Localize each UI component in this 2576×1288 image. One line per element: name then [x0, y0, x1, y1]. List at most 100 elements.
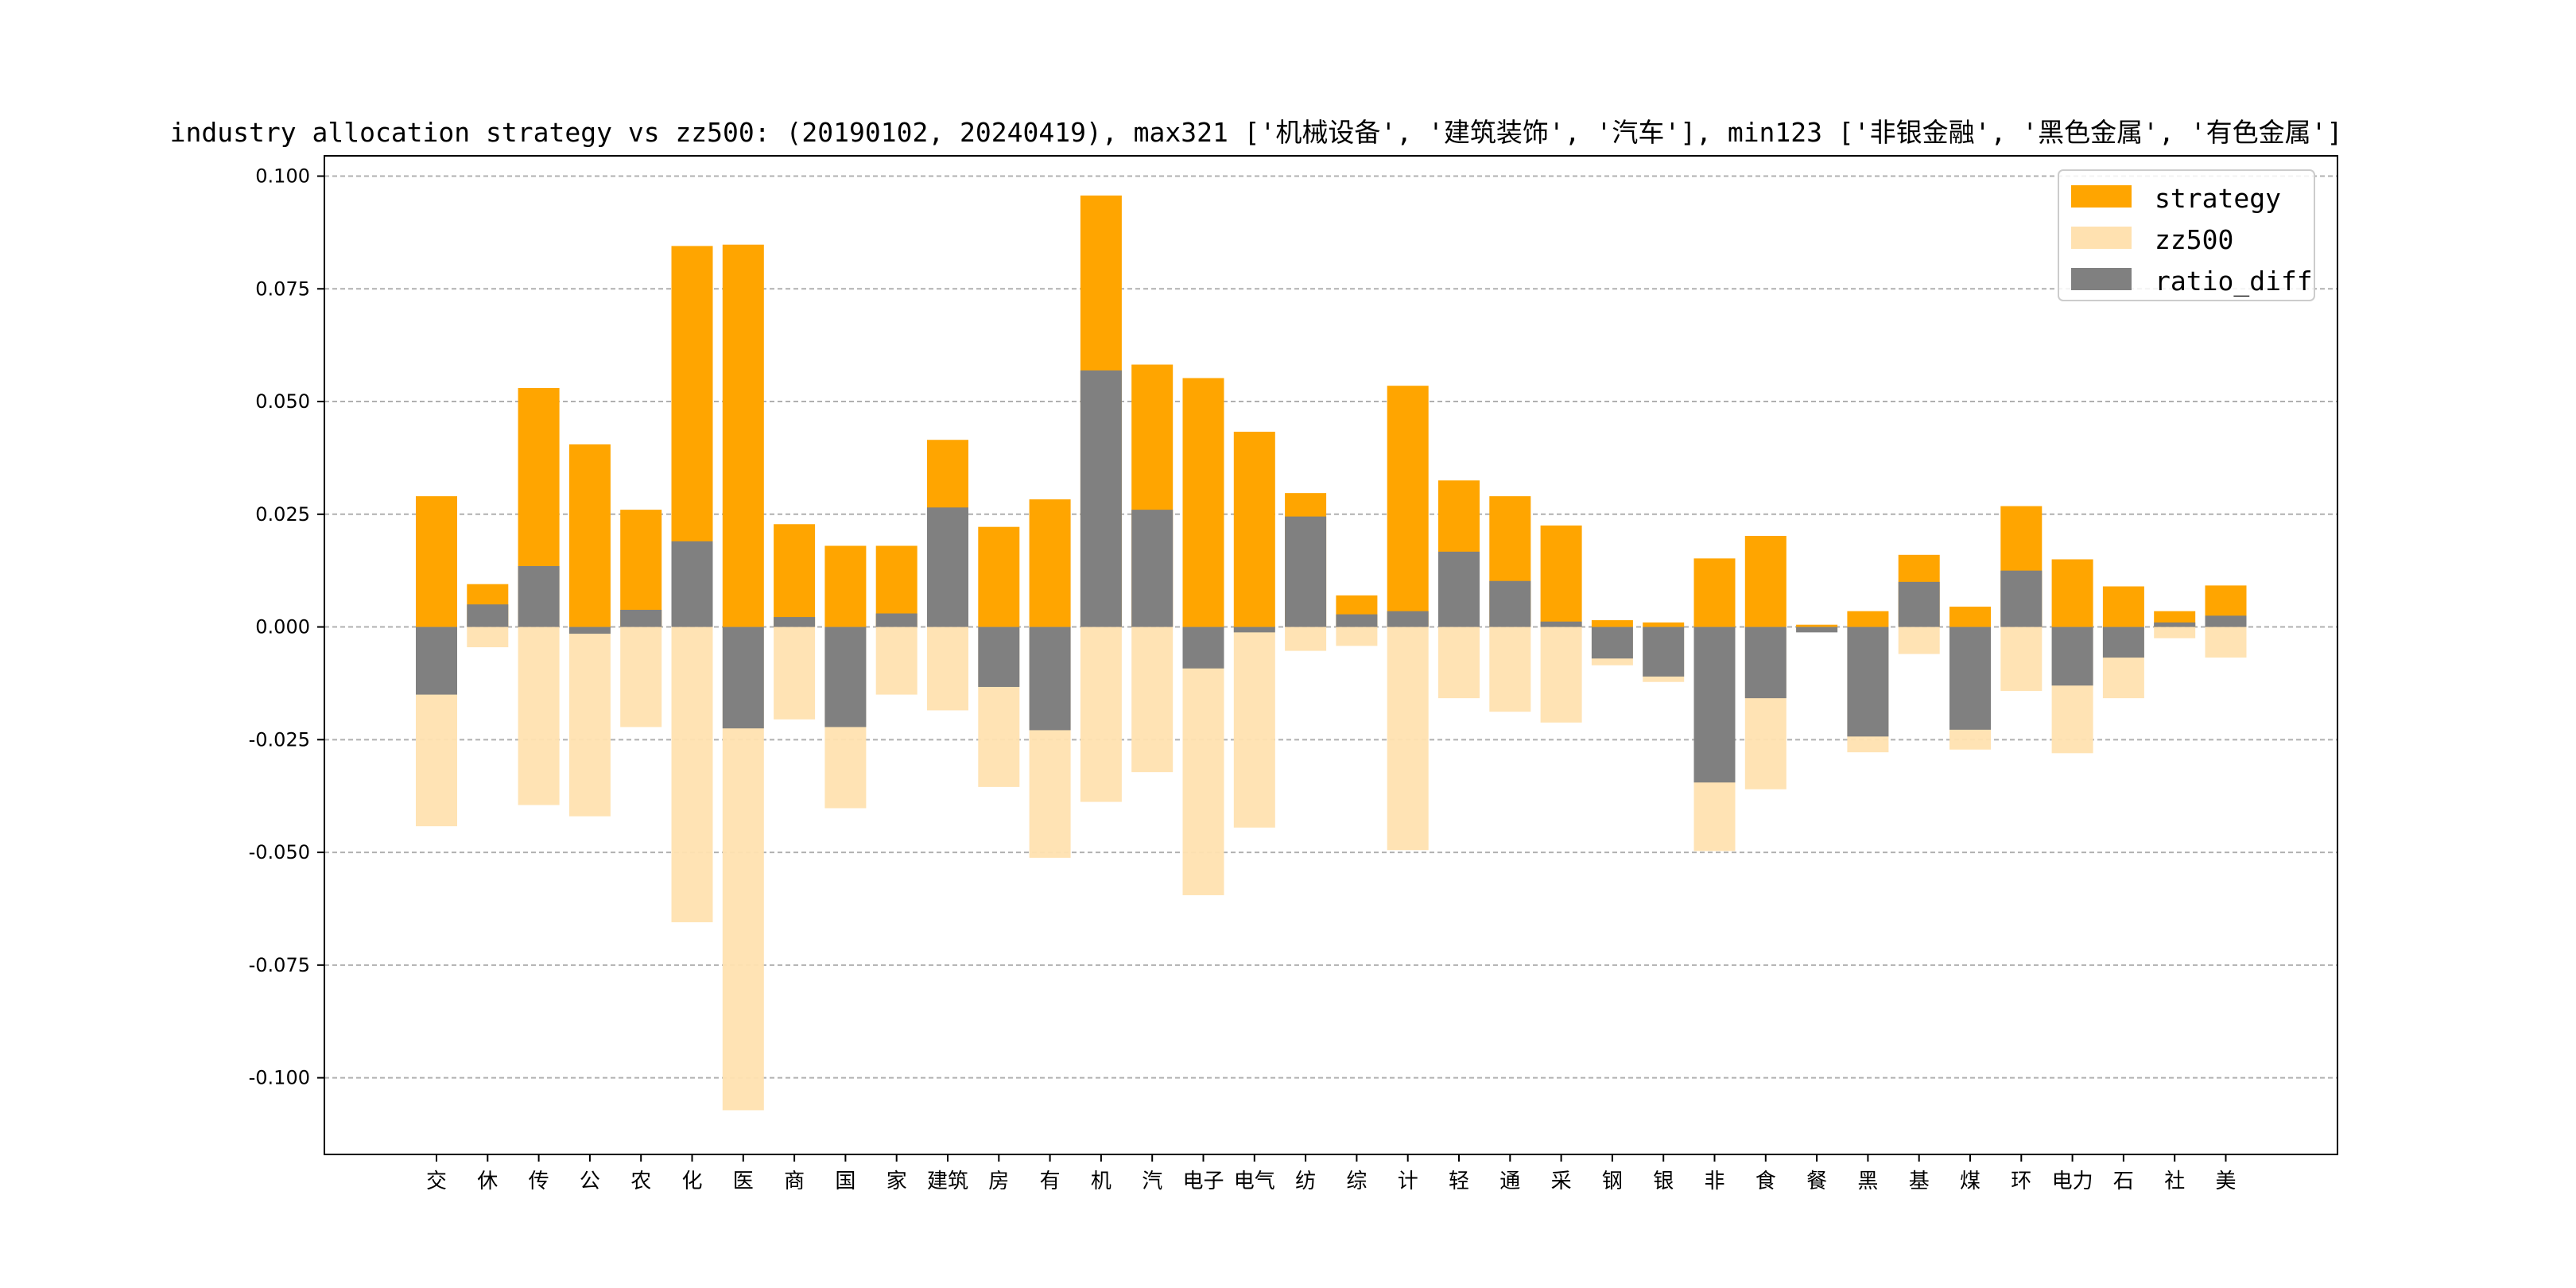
x-tick-label: 汽: [1142, 1170, 1162, 1193]
bar-ratio_diff: [2102, 627, 2144, 658]
bars: [416, 195, 2247, 1111]
x-tick-label: 商: [784, 1170, 805, 1193]
bar-ratio_diff: [416, 627, 457, 695]
bar-ratio_diff: [1489, 580, 1531, 627]
bar-ratio_diff: [774, 617, 816, 627]
x-tick-label: 建筑: [927, 1170, 968, 1193]
legend-label-strategy: strategy: [2155, 183, 2281, 214]
bar-zz500: [1182, 627, 1224, 895]
x-tick-label: 社: [2164, 1170, 2185, 1193]
bar-ratio_diff: [1540, 621, 1582, 627]
bar-ratio_diff: [2205, 615, 2247, 627]
bar-strategy: [1233, 432, 1275, 627]
bar-zz500: [1540, 627, 1582, 723]
y-tick-label: 0.100: [255, 165, 310, 188]
x-tick-label: 基: [1909, 1170, 1930, 1193]
bar-ratio_diff: [2051, 627, 2093, 686]
y-tick-label: 0.000: [255, 616, 310, 638]
bar-strategy: [1693, 558, 1736, 627]
bar-ratio_diff: [1949, 627, 1991, 730]
bar-zz500: [1489, 627, 1531, 712]
y-axis: 0.100 0.075 0.050 0.025 0.000 -0.025 -0.050 -0.…: [249, 165, 324, 1089]
bar-ratio_diff: [568, 627, 611, 634]
x-tick-label: 综: [1346, 1170, 1367, 1193]
y-tick-label: -0.075: [249, 954, 310, 976]
x-tick-label: 石: [2113, 1170, 2134, 1193]
bar-ratio_diff: [671, 541, 713, 627]
plot-frame: [324, 155, 2338, 1155]
x-tick-label: 计: [1398, 1170, 1418, 1193]
bar-ratio_diff: [824, 627, 867, 727]
bar-ratio_diff: [2000, 570, 2043, 627]
x-axis: 交 休 传 公 农 化 医 商 国 家建筑房 有 机 汽电子 电气纺 综 计 轻 通 采 钢 银 非 食 餐 黑 基 煤 环电力石 社 美: [426, 1154, 2237, 1193]
bar-ratio_diff: [1744, 627, 1787, 699]
bar-zz500: [671, 627, 713, 922]
x-tick-label: 采: [1551, 1170, 1572, 1193]
x-tick-label: 餐: [1806, 1170, 1827, 1193]
x-tick-label: 化: [681, 1170, 702, 1193]
x-tick-label: 国: [835, 1170, 855, 1193]
legend: strategy zz500 ratio_diff: [2058, 169, 2315, 301]
bar-ratio_diff: [1080, 370, 1122, 627]
bar-ratio_diff: [1029, 627, 1071, 731]
bar-ratio_diff: [1182, 627, 1224, 669]
x-tick-label: 煤: [1960, 1170, 1980, 1193]
bar-ratio_diff: [1693, 627, 1736, 783]
bar-strategy: [824, 545, 867, 627]
bar-strategy: [1182, 378, 1224, 627]
x-tick-label: 非: [1704, 1170, 1724, 1193]
bar-zz500: [774, 627, 816, 720]
bar-ratio_diff: [1796, 627, 1838, 633]
bar-ratio_diff: [1643, 627, 1685, 677]
bar-zz500: [568, 627, 611, 817]
bar-strategy: [1540, 525, 1582, 627]
bar-zz500: [875, 627, 918, 695]
x-tick-label: 电力: [2052, 1170, 2093, 1193]
x-tick-label: 有: [1040, 1170, 1061, 1193]
bar-strategy: [774, 524, 816, 627]
legend-label-ratio_diff: ratio_diff: [2155, 266, 2313, 297]
y-tick-label: -0.100: [249, 1067, 310, 1089]
bar-strategy: [1744, 536, 1787, 627]
bar-ratio_diff: [1438, 551, 1480, 627]
bar-ratio_diff: [722, 627, 764, 729]
bar-ratio_diff: [1898, 581, 1940, 627]
legend-swatch-ratio_diff: [2071, 268, 2132, 290]
bar-ratio_diff: [875, 613, 918, 627]
x-tick-label: 休: [477, 1170, 498, 1193]
bar-strategy: [2102, 586, 2144, 627]
bar-zz500: [1131, 627, 1174, 773]
bar-strategy: [1643, 622, 1685, 627]
bar-strategy: [1796, 624, 1838, 627]
bar-ratio_diff: [2154, 622, 2196, 627]
legend-swatch-zz500: [2071, 227, 2132, 249]
x-tick-label: 美: [2215, 1170, 2236, 1193]
x-tick-label: 电子: [1182, 1170, 1224, 1193]
bar-ratio_diff: [1285, 516, 1327, 627]
bar-ratio_diff: [467, 604, 509, 627]
bar-strategy: [722, 244, 764, 627]
bar-zz500: [2000, 627, 2043, 692]
bar-zz500: [1080, 627, 1122, 802]
x-tick-label: 通: [1499, 1170, 1520, 1193]
y-tick-label: 0.050: [255, 390, 310, 413]
bar-zz500: [1438, 627, 1480, 699]
x-tick-label: 农: [630, 1170, 651, 1193]
bar-strategy: [416, 496, 457, 627]
bar-ratio_diff: [1233, 627, 1275, 633]
bar-strategy: [1387, 386, 1429, 627]
bar-zz500: [1285, 627, 1327, 651]
bar-ratio_diff: [518, 566, 560, 627]
bar-zz500: [1336, 627, 1378, 646]
x-tick-label: 银: [1653, 1170, 1674, 1193]
x-tick-label: 传: [529, 1170, 549, 1193]
legend-swatch-strategy: [2071, 185, 2132, 208]
bar-ratio_diff: [1336, 614, 1378, 627]
bar-ratio_diff: [1591, 627, 1633, 659]
chart-title: industry allocation strategy vs zz500: (…: [170, 117, 2343, 148]
bar-ratio_diff: [1387, 611, 1429, 627]
y-tick-label: 0.025: [255, 503, 310, 526]
bar-zz500: [1233, 627, 1275, 828]
bar-zz500: [1898, 627, 1940, 654]
